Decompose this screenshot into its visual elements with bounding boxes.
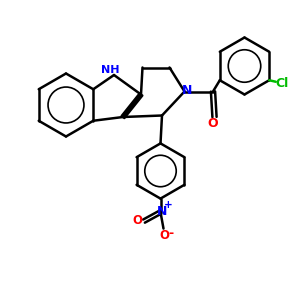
Text: O: O (159, 229, 169, 242)
Text: Cl: Cl (275, 77, 288, 90)
Text: N: N (157, 205, 167, 218)
Text: O: O (132, 214, 142, 227)
Text: +: + (164, 200, 172, 210)
Text: NH: NH (101, 64, 120, 75)
Text: N: N (182, 83, 193, 97)
Text: -: - (168, 226, 174, 240)
Text: O: O (208, 116, 218, 130)
